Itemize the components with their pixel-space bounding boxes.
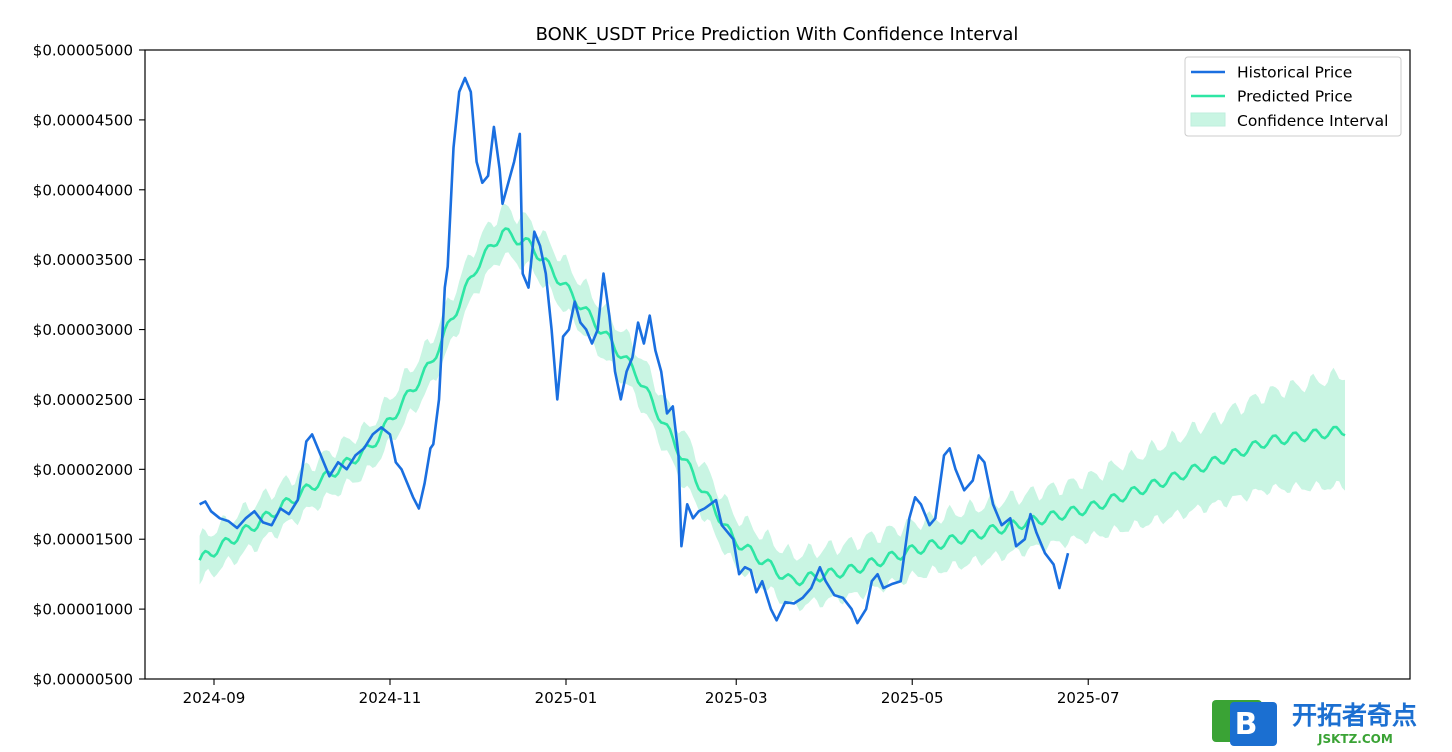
watermark-text: 开拓者奇点 — [1292, 701, 1417, 730]
x-tick-label: 2024-09 — [183, 689, 246, 707]
watermark-logo-letter: B — [1235, 707, 1258, 742]
y-tick-label: $0.00005000 — [33, 42, 133, 60]
watermark-url: JSKTZ.COM — [1317, 732, 1393, 746]
x-tick-label: 2024-11 — [359, 689, 422, 707]
y-tick-label: $0.00003500 — [33, 251, 133, 269]
x-axis: 2024-09 2024-11 2025-01 2025-03 2025-05 2025-… — [183, 679, 1120, 707]
x-tick-label: 2025-01 — [535, 689, 598, 707]
x-tick-label: 2025-03 — [705, 689, 768, 707]
legend-label-confidence: Confidence Interval — [1237, 112, 1388, 130]
historical-price-line — [199, 76, 1070, 625]
watermark: B 开拓者奇点 JSKTZ.COM — [1212, 700, 1417, 746]
y-tick-label: $0.00001000 — [33, 601, 133, 619]
y-axis: $0.00005000 $0.00004500 $0.00004000 $0.0000… — [33, 42, 145, 689]
x-tick-label: 2025-07 — [1057, 689, 1120, 707]
y-tick-label: $0.00002500 — [33, 391, 133, 409]
confidence-interval-band — [199, 203, 1346, 612]
chart-title: BONK_USDT Price Prediction With Confiden… — [536, 24, 1019, 45]
plot-frame — [144, 49, 1411, 680]
y-tick-label: $0.00003000 — [33, 321, 133, 339]
y-tick-label: $0.00001500 — [33, 531, 133, 549]
watermark-logo-blue — [1230, 702, 1277, 746]
legend-swatch-confidence — [1190, 112, 1226, 127]
y-tick-label: $0.00004500 — [33, 111, 133, 129]
plot-area — [198, 76, 1346, 625]
x-tick-label: 2025-05 — [881, 689, 944, 707]
y-tick-label: $0.00002000 — [33, 461, 133, 479]
legend-label-historical: Historical Price — [1237, 64, 1352, 82]
legend: Historical Price Predicted Price Confide… — [1184, 56, 1402, 137]
predicted-price-line — [198, 227, 1346, 587]
y-tick-label: $0.00000500 — [33, 671, 133, 689]
legend-label-predicted: Predicted Price — [1237, 88, 1353, 106]
y-tick-label: $0.00004000 — [33, 181, 133, 199]
